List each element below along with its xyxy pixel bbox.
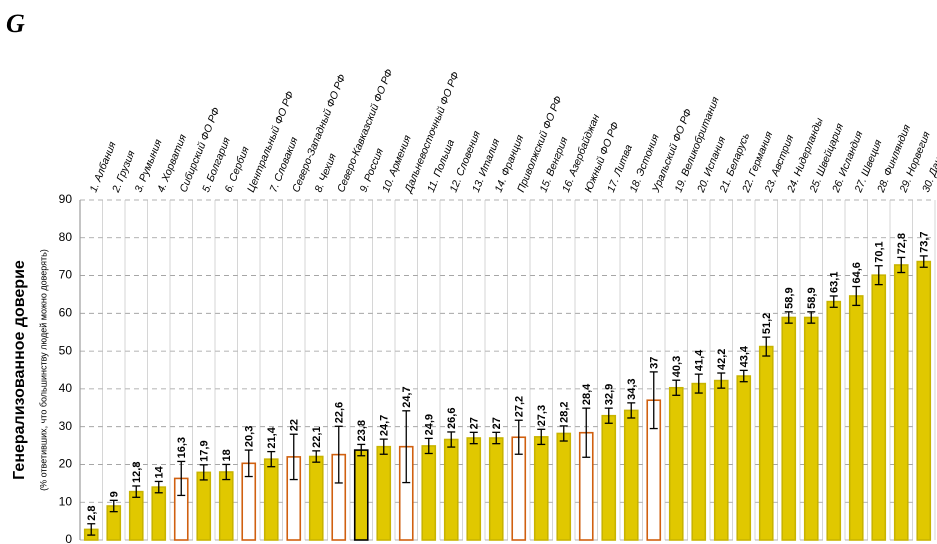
bar [871, 274, 887, 541]
bar [421, 445, 437, 541]
value-label: 9 [109, 491, 121, 497]
y-tick-label: 30 [59, 419, 73, 433]
bar [196, 471, 212, 541]
value-label: 14 [154, 465, 166, 478]
bar [668, 386, 684, 541]
y-axis-label: Генерализованное доверие [11, 260, 28, 480]
bar [556, 432, 572, 541]
chart-title: G [6, 9, 25, 38]
value-label: 41,4 [694, 349, 706, 371]
bar [893, 264, 909, 541]
value-label: 2,8 [86, 505, 98, 520]
bar [353, 449, 369, 541]
bar [623, 409, 639, 541]
bar [803, 316, 819, 541]
value-label: 58,9 [806, 287, 818, 308]
y-tick-label: 80 [59, 230, 73, 244]
value-label: 16,3 [176, 437, 188, 458]
value-label: 22,6 [334, 402, 346, 423]
value-label: 27 [491, 417, 503, 429]
value-label: 24,9 [424, 414, 436, 435]
bar [488, 437, 504, 541]
y-tick-label: 50 [59, 343, 73, 357]
value-label: 70,1 [874, 241, 886, 262]
value-label: 26,6 [446, 408, 458, 429]
bar [218, 471, 234, 541]
bar [443, 438, 459, 541]
value-label: 40,3 [671, 356, 683, 377]
y-tick-label: 60 [59, 306, 73, 320]
value-label: 17,9 [199, 440, 211, 461]
bar [151, 486, 167, 541]
bar [826, 300, 842, 541]
value-label: 24,7 [379, 415, 391, 436]
bar [781, 316, 797, 541]
value-label: 72,8 [896, 233, 908, 254]
value-label: 21,4 [266, 426, 278, 448]
value-label: 12,8 [131, 462, 143, 483]
value-label: 27 [469, 417, 481, 429]
y-axis-sublabel: (% ответивших, что большинству людей мож… [38, 249, 48, 491]
bar [758, 345, 774, 541]
value-label: 51,2 [761, 313, 773, 334]
bar [601, 414, 617, 541]
value-label: 32,9 [604, 384, 616, 405]
bar [533, 436, 549, 541]
value-label: 37 [649, 357, 661, 369]
bar [848, 295, 864, 541]
value-label: 22,1 [311, 426, 323, 447]
y-tick-label: 0 [65, 532, 72, 544]
y-tick-label: 70 [59, 268, 73, 282]
bar [308, 455, 324, 541]
value-label: 27,3 [536, 405, 548, 426]
bar [691, 382, 707, 541]
bar [128, 490, 144, 541]
value-label: 28,2 [559, 401, 571, 422]
value-label: 23,8 [356, 420, 368, 441]
value-label: 42,2 [716, 349, 728, 370]
value-label: 18 [221, 449, 233, 461]
value-label: 63,1 [829, 272, 841, 293]
value-label: 64,6 [851, 262, 863, 283]
bar [916, 260, 932, 541]
y-tick-label: 10 [59, 494, 73, 508]
value-label: 22 [289, 419, 301, 431]
bar [736, 375, 752, 541]
value-label: 20,3 [244, 426, 256, 447]
y-tick-label: 40 [59, 381, 73, 395]
bar [263, 458, 279, 541]
value-label: 34,3 [626, 378, 638, 399]
bar [376, 445, 392, 541]
y-tick-label: 90 [59, 192, 73, 206]
value-label: 43,4 [739, 345, 751, 367]
value-label: 27,2 [514, 396, 526, 417]
bar [466, 437, 482, 541]
value-label: 58,9 [784, 287, 796, 308]
value-label: 73,7 [919, 231, 931, 252]
value-label: 24,7 [401, 386, 413, 407]
bar [713, 379, 729, 541]
y-tick-label: 20 [59, 457, 73, 471]
value-label: 28,4 [581, 383, 593, 405]
